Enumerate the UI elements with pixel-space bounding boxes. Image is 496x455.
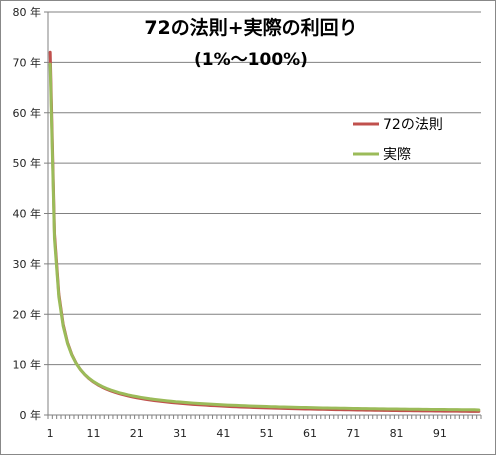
legend: 72の法則 実際 bbox=[353, 117, 443, 163]
x-tick-label: 51 bbox=[260, 427, 274, 440]
x-tick-label: 41 bbox=[216, 427, 230, 440]
gridlines bbox=[48, 11, 481, 416]
y-axis: 0 年 10 年 20 年 30 年 40 年 50 年 60 年 70 年 80 年 bbox=[13, 5, 49, 422]
series-line-72-rule bbox=[48, 50, 481, 413]
x-tick-label: 81 bbox=[390, 427, 404, 440]
legend-label-72-rule: 72の法則 bbox=[383, 117, 443, 133]
x-tick-label: 61 bbox=[303, 427, 317, 440]
y-tick-label: 80 年 bbox=[13, 5, 42, 19]
y-tick-label: 10 年 bbox=[13, 358, 42, 372]
plot-series bbox=[48, 50, 481, 413]
chart-title: 72の法則+実際の利回り bbox=[144, 16, 357, 39]
x-tick-label: 31 bbox=[173, 427, 187, 440]
x-tick-label: 1 bbox=[47, 427, 54, 440]
y-tick-label: 30 年 bbox=[13, 257, 42, 271]
y-tick-label: 50 年 bbox=[13, 156, 42, 170]
series-line-actual bbox=[48, 62, 481, 412]
y-tick-label: 60 年 bbox=[13, 106, 42, 120]
legend-label-actual: 実際 bbox=[383, 147, 411, 163]
x-tick-label: 21 bbox=[130, 427, 144, 440]
y-tick-label: 20 年 bbox=[13, 307, 42, 321]
x-axis: 1 11 21 31 41 51 61 71 81 91 bbox=[47, 415, 482, 440]
chart-subtitle: (1%～100%) bbox=[194, 50, 308, 70]
x-tick-label: 71 bbox=[346, 427, 360, 440]
x-tick-label: 11 bbox=[86, 427, 100, 440]
y-tick-label: 0 年 bbox=[20, 408, 42, 422]
x-tick-label: 91 bbox=[433, 427, 447, 440]
y-tick-label: 40 年 bbox=[13, 207, 42, 221]
y-tick-label: 70 年 bbox=[13, 55, 42, 69]
